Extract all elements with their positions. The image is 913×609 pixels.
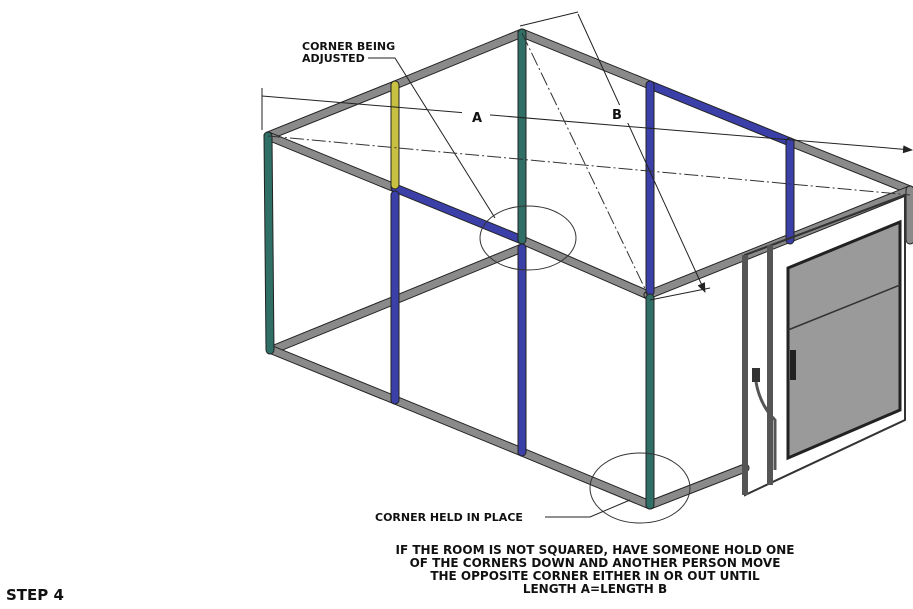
frame-tube xyxy=(391,244,526,304)
instruction-line: IF THE ROOM IS NOT SQUARED, HAVE SOMEONE… xyxy=(396,543,795,557)
label-b: B xyxy=(612,108,622,123)
frame-tube xyxy=(264,132,399,192)
label-corner-adjusted: CORNER BEING xyxy=(302,40,395,53)
label-corner-held: CORNER HELD IN PLACE xyxy=(375,511,523,524)
instruction-line: THE OPPOSITE CORNER EITHER IN OR OUT UNT… xyxy=(430,569,760,583)
instruction-line: OF THE CORNERS DOWN AND ANOTHER PERSON M… xyxy=(410,556,781,570)
frame-tube xyxy=(646,81,794,146)
dimensions xyxy=(261,11,913,524)
step-label: STEP 4 xyxy=(6,586,64,604)
frame-tube xyxy=(391,184,526,244)
label-corner-adjusted: ADJUSTED xyxy=(302,52,365,65)
frame-tube xyxy=(391,29,526,89)
frame-tube xyxy=(646,464,749,509)
frame-tube xyxy=(786,138,913,194)
door xyxy=(742,193,906,497)
frame-tube xyxy=(264,132,274,354)
frame-tube xyxy=(391,396,526,456)
frame-tube xyxy=(518,236,652,299)
frame-tube xyxy=(264,81,399,140)
frame-tube xyxy=(268,296,399,354)
frame-tube xyxy=(268,346,399,404)
instruction-line: LENGTH A=LENGTH B xyxy=(523,582,667,596)
frame-tube xyxy=(518,448,654,509)
frame-tube xyxy=(518,29,654,89)
label-a: A xyxy=(472,111,482,126)
